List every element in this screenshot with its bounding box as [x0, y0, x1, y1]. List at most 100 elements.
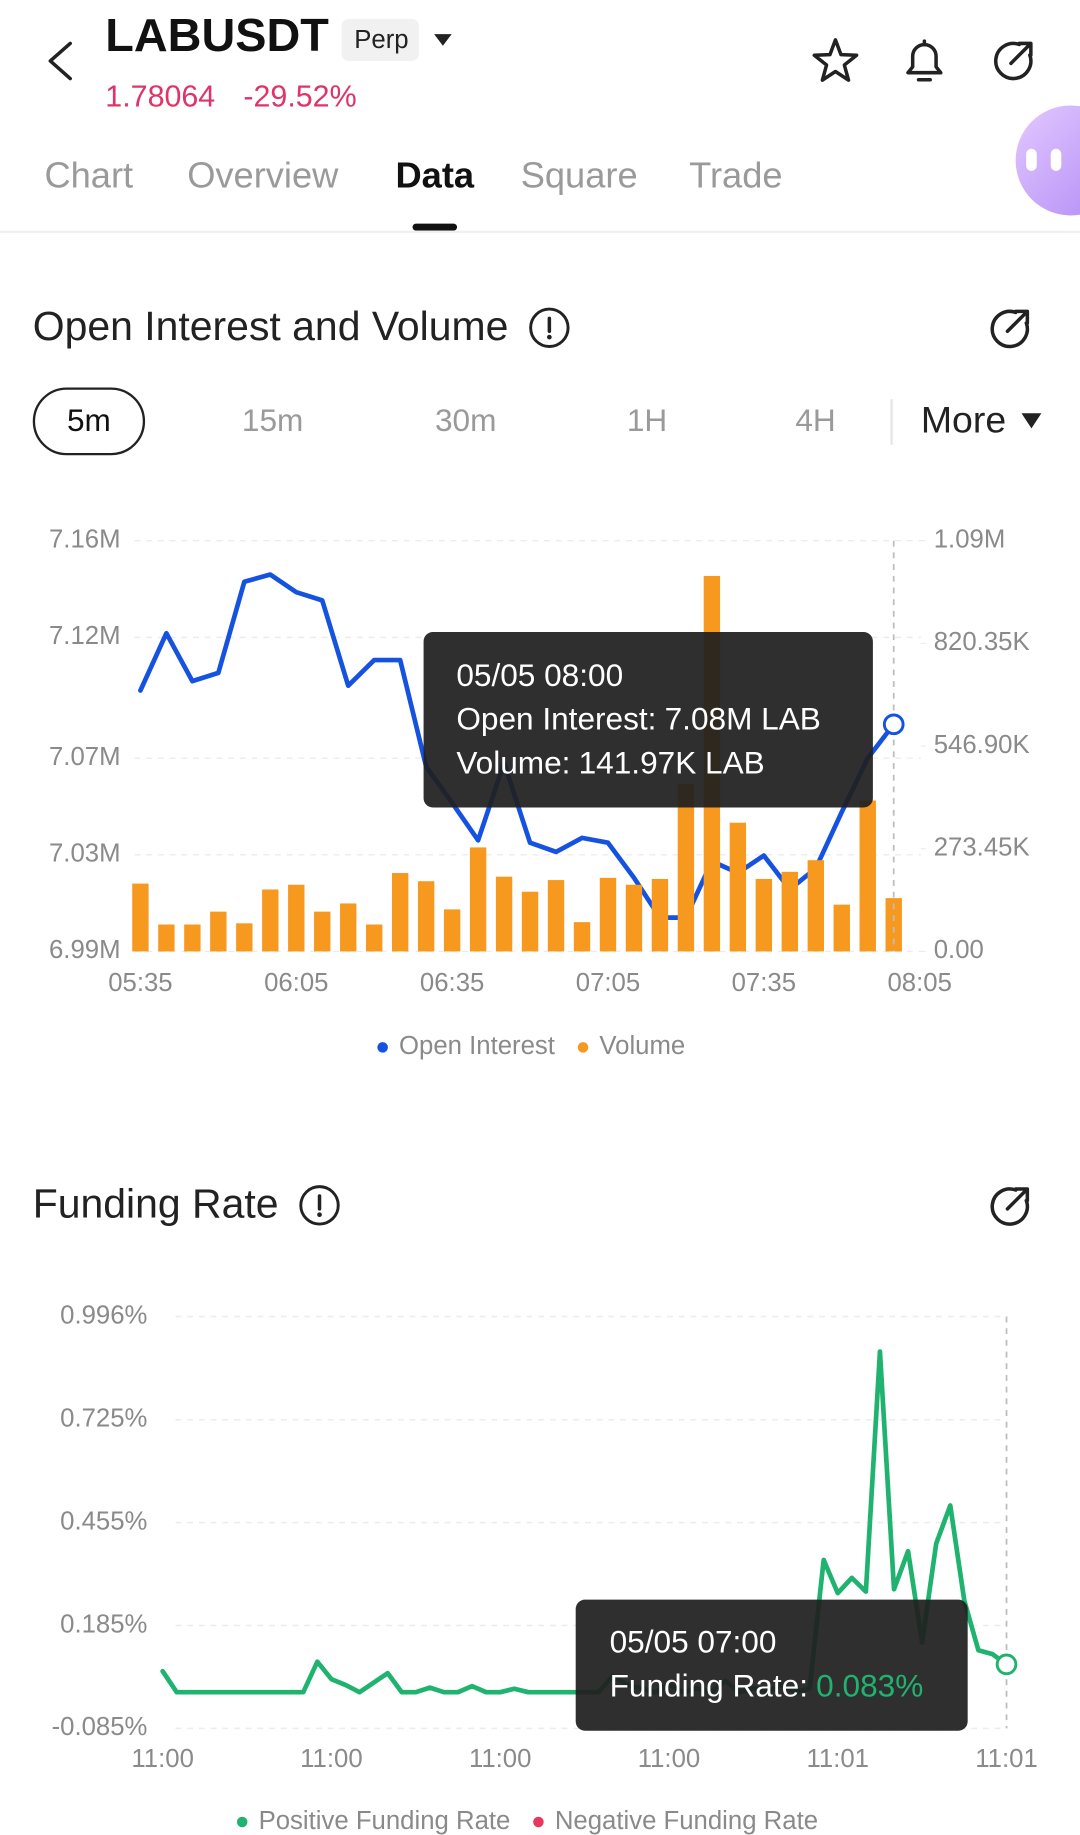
legend-label[interactable]: Open Interest — [399, 1032, 555, 1060]
bar — [495, 876, 513, 952]
tooltip-row: Volume: 141.97K LAB — [456, 745, 764, 781]
bar — [625, 884, 643, 952]
info-button[interactable] — [529, 307, 570, 348]
x-tick-label: 05:35 — [108, 969, 172, 997]
y-tick-label: 7.07M — [49, 743, 121, 771]
interval-selected[interactable] — [32, 387, 146, 456]
tab[interactable]: Data — [395, 155, 474, 196]
more-button[interactable]: More — [921, 398, 1006, 440]
chart-share-button[interactable] — [990, 309, 1030, 349]
badge-caret[interactable] — [434, 34, 452, 46]
y-tick-label: 7.16M — [49, 526, 121, 554]
bar — [547, 880, 565, 952]
interval[interactable]: 5m — [67, 402, 111, 438]
symbol: LABUSDT — [105, 9, 329, 61]
tooltip-row: Open Interest: 7.08M LAB — [456, 701, 821, 737]
bar — [210, 911, 227, 952]
x-tick-label: 11:00 — [469, 1745, 532, 1773]
bar — [859, 800, 876, 952]
x-tick-label: 11:00 — [638, 1745, 701, 1773]
bar — [366, 924, 383, 952]
y-tick-label: 0.996% — [60, 1301, 147, 1329]
back-button[interactable] — [48, 41, 72, 81]
badge-bg[interactable] — [341, 18, 419, 61]
assistant-bubble[interactable] — [1015, 105, 1080, 216]
badge[interactable]: Perp — [354, 26, 408, 54]
info-dot[interactable] — [547, 334, 552, 340]
chart-share-button[interactable] — [990, 1187, 1030, 1226]
bar — [417, 881, 435, 952]
info-ring[interactable] — [529, 307, 570, 348]
bar — [469, 847, 487, 952]
bar — [391, 873, 409, 952]
assistant-eye[interactable] — [1050, 148, 1062, 171]
tab-indicator — [412, 223, 458, 231]
tab[interactable]: Overview — [187, 155, 339, 196]
tooltip-label: Volume: — [456, 745, 570, 781]
chart: Open Interest and Volume 6.99M 7.03M 7.07M 7… — [33, 303, 1030, 1060]
y2-tick-label: 546.90K — [934, 731, 1030, 759]
y-tick-label: 7.12M — [49, 622, 121, 650]
x-tick-label: 06:05 — [264, 969, 328, 997]
y-tick-label: 0.455% — [60, 1507, 147, 1535]
bar — [340, 903, 357, 952]
y2-tick-label: 820.35K — [934, 628, 1030, 656]
interval[interactable]: 30m — [435, 402, 496, 438]
x-tick-label: 06:35 — [420, 969, 484, 997]
charts: Open Interest and Volume 6.99M 7.03M 7.07M 7… — [33, 303, 1038, 1835]
bar — [781, 871, 799, 952]
x-tick-label: 11:01 — [806, 1745, 869, 1773]
chart: Funding Rate -0.085% 0.185% 0.455% 0.725% 0.9… — [33, 1180, 1038, 1834]
bar — [807, 860, 824, 952]
bar — [184, 924, 201, 952]
favorite-button[interactable] — [812, 38, 859, 82]
share-button[interactable] — [993, 41, 1033, 81]
assistant-eye[interactable] — [1026, 148, 1037, 171]
alert-button[interactable] — [906, 39, 943, 82]
y2-tick-label: 1.09M — [934, 526, 1006, 554]
y2-tick-label: 273.45K — [934, 834, 1030, 862]
info-button[interactable] — [299, 1185, 340, 1226]
chart-title: Open Interest and Volume — [33, 303, 509, 349]
tab[interactable]: Chart — [44, 155, 133, 196]
more-caret[interactable] — [1021, 413, 1042, 429]
interval[interactable]: 1H — [627, 402, 667, 438]
legend-label[interactable]: Volume — [599, 1032, 685, 1060]
tooltip-bg — [423, 631, 873, 808]
share-icon[interactable] — [990, 1187, 1030, 1226]
y-tick-label: 7.03M — [49, 840, 121, 868]
y-tick-label: -0.085% — [52, 1713, 148, 1741]
bar — [262, 889, 279, 952]
share-icon[interactable] — [993, 41, 1033, 81]
bar — [314, 911, 331, 952]
bar — [573, 922, 591, 952]
legend-dot — [236, 1816, 248, 1828]
bar — [443, 909, 461, 952]
interval[interactable]: 15m — [242, 402, 303, 438]
tooltip-value: 7.08M LAB — [665, 701, 821, 737]
interval-bar: 5m 15m 30m 1H 4H — [32, 387, 836, 456]
tooltip-value: 141.97K LAB — [579, 745, 765, 781]
tab[interactable]: Trade — [689, 155, 782, 196]
bar — [599, 877, 617, 952]
tab[interactable]: Square — [521, 155, 638, 196]
legend-label[interactable]: Positive Funding Rate — [259, 1807, 511, 1835]
info-dot[interactable] — [317, 1212, 322, 1218]
share-icon[interactable] — [990, 309, 1030, 349]
legend-label[interactable]: Negative Funding Rate — [555, 1807, 818, 1835]
interval[interactable]: 4H — [795, 402, 835, 438]
price: 1.78064 — [105, 79, 215, 113]
bar — [729, 822, 747, 952]
bar — [132, 883, 149, 952]
bar — [651, 878, 669, 952]
chart-title: Funding Rate — [33, 1180, 279, 1226]
info-ring[interactable] — [299, 1185, 340, 1226]
tooltip-title: 05/05 07:00 — [610, 1623, 777, 1659]
tooltip-row: Funding Rate: 0.083% — [610, 1668, 924, 1704]
x-tick-label: 07:35 — [732, 969, 796, 997]
x-tick-label: 07:05 — [576, 969, 640, 997]
bell-detail[interactable] — [916, 39, 932, 82]
